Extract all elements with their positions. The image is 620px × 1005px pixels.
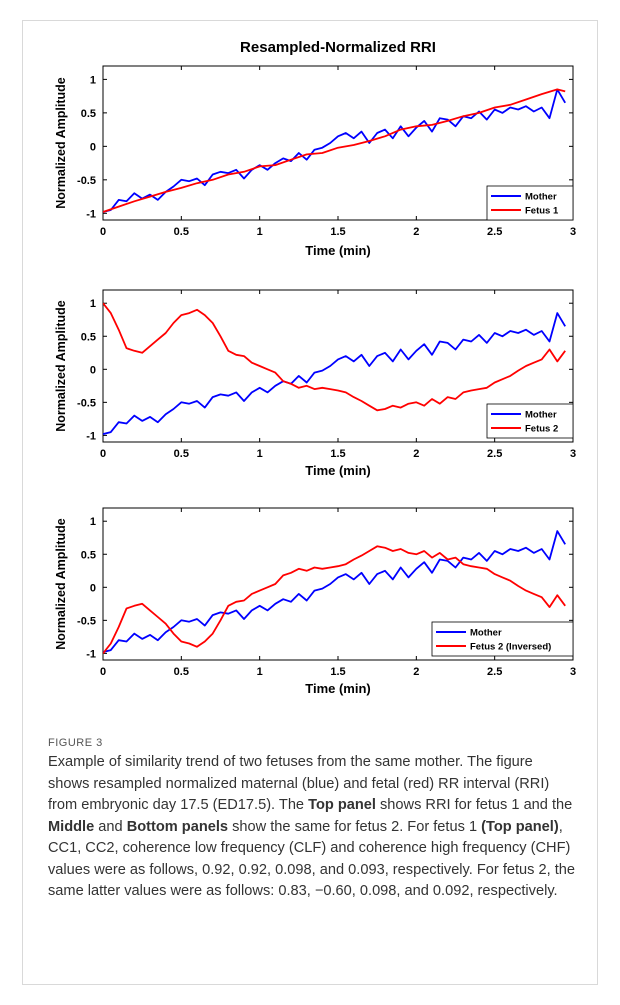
legend-box (486, 185, 574, 221)
y-tick-label: 1 (90, 298, 96, 310)
chart-panel-middle: 0 0.5 1 1.5 2 2.5 3 -1 -0.5 0 0.5 1 Time (min) Normal… (47, 268, 587, 486)
figure-frame (22, 20, 598, 985)
x-tick-label: 0 (100, 448, 106, 460)
legend: Mother Fetus 2 (Inversed) (431, 621, 574, 657)
caption-run-3: Middle (48, 818, 95, 835)
x-tick-label: 3 (570, 448, 576, 460)
x-tick-label: 1 (257, 666, 263, 678)
series-line-fetus-2 (103, 302, 566, 412)
y-tick-label: -1 (86, 208, 96, 220)
legend-label: Fetus 2 (Inversed) (470, 642, 551, 653)
y-tick-label: 0 (90, 582, 96, 594)
x-tick-label: 1 (257, 226, 263, 238)
series-line-mother (103, 88, 566, 213)
chart-panel-top: Resampled-Normalized RRI 0 0.5 1 1.5 2 2.5 3 -1 -… (47, 30, 587, 268)
y-tick-label: 0.5 (81, 549, 96, 561)
caption-run-4: and (94, 818, 127, 835)
y-tick-label: 0 (90, 141, 96, 153)
legend-label: Mother (525, 192, 557, 203)
chart-title: Resampled-Normalized RRI (240, 39, 436, 56)
caption-run-2: shows RRI for fetus 1 and the (375, 797, 573, 813)
figure-label: FIGURE 3 (48, 737, 103, 749)
x-axis-label: Time (min) (305, 681, 371, 696)
caption-run-6: show the same for fetus 2. For fetus 1 (228, 818, 482, 835)
caption-run-1: Top panel (308, 797, 376, 813)
x-tick-label: 2.5 (487, 666, 502, 678)
legend-label: Mother (525, 410, 557, 421)
legend: Mother Fetus 2 (486, 403, 574, 439)
x-tick-label: 1.5 (330, 226, 345, 238)
x-tick-label: 1.5 (330, 666, 345, 678)
x-tick-label: 0 (100, 666, 106, 678)
x-axis-label: Time (min) (305, 463, 371, 478)
y-tick-label: 0.5 (81, 331, 96, 343)
legend-box (431, 621, 574, 657)
x-tick-label: 1 (257, 448, 263, 460)
series-line-fetus-1 (103, 88, 566, 213)
chart-panel-bottom: 0 0.5 1 1.5 2 2.5 3 -1 -0.5 0 0.5 1 Time (min) Normal… (47, 486, 587, 704)
y-tick-label: -0.5 (77, 175, 96, 187)
caption-run-5: Bottom panels (126, 818, 229, 835)
x-tick-label: 3 (570, 226, 576, 238)
x-tick-label: 0.5 (174, 448, 189, 460)
series-line-fetus-2-inversed- (103, 545, 566, 654)
caption-run-8: , CC1, CC2, coherence low frequency (CLF… (48, 818, 576, 900)
series-line-mother (103, 530, 566, 653)
y-tick-label: -1 (86, 648, 96, 660)
x-tick-label: 1.5 (330, 448, 345, 460)
x-axis-label: Time (min) (305, 243, 371, 258)
legend: Mother Fetus 1 (486, 185, 574, 221)
y-tick-label: -1 (86, 430, 96, 442)
y-tick-label: 0.5 (81, 108, 96, 120)
legend-box (486, 403, 574, 439)
y-tick-label: 1 (90, 74, 96, 86)
x-tick-label: 0 (100, 226, 106, 238)
x-tick-label: 2.5 (487, 226, 502, 238)
chart-bottom: 0 0.5 1 1.5 2 2.5 3 -1 -0.5 0 0.5 1 Time (min) Normal… (54, 507, 576, 696)
y-axis-label: Normalized Amplitude (54, 518, 68, 650)
chart-top: Resampled-Normalized RRI 0 0.5 1 1.5 2 2.5 3 -1 -… (54, 39, 576, 258)
legend-label: Fetus 1 (525, 206, 559, 217)
x-tick-label: 2.5 (487, 448, 502, 460)
x-tick-label: 2 (413, 666, 419, 678)
legend-label: Mother (470, 628, 502, 639)
x-tick-label: 3 (570, 666, 576, 678)
x-tick-label: 0.5 (174, 226, 189, 238)
figure-caption: Example of similarity trend of two fetus… (48, 752, 578, 903)
x-tick-label: 2 (413, 448, 419, 460)
y-tick-label: 1 (90, 516, 96, 528)
caption-run-0: Example of similarity trend of two fetus… (48, 754, 550, 813)
y-tick-label: -0.5 (77, 397, 96, 409)
x-tick-label: 0.5 (174, 666, 189, 678)
y-tick-label: -0.5 (77, 615, 96, 627)
y-axis-label: Normalized Amplitude (54, 77, 68, 209)
caption-run-7: (Top panel) (481, 818, 559, 835)
y-tick-label: 0 (90, 364, 96, 376)
chart-middle: 0 0.5 1 1.5 2 2.5 3 -1 -0.5 0 0.5 1 Time (min) Normal… (54, 289, 576, 478)
series-line-mother (103, 312, 566, 435)
legend-label: Fetus 2 (525, 424, 558, 435)
y-axis-label: Normalized Amplitude (54, 300, 68, 432)
x-tick-label: 2 (413, 226, 419, 238)
